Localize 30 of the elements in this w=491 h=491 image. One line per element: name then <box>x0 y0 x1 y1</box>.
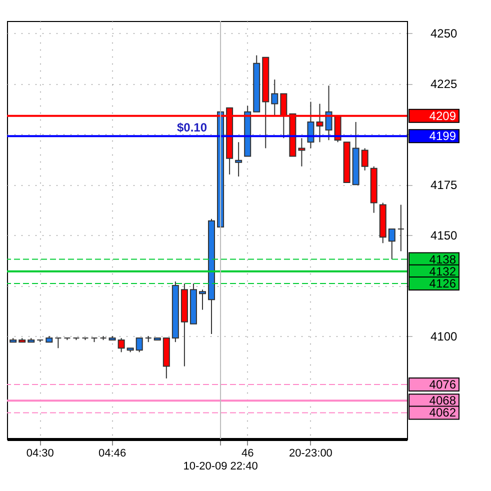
x-tick-label: 10-20-09 22:40 <box>183 460 258 472</box>
y-tick-label: 4175 <box>430 178 458 192</box>
candlestick <box>361 148 368 171</box>
candlestick <box>397 204 404 252</box>
ref-line-label: 4138 <box>429 252 456 266</box>
ref-line-label: 4126 <box>429 276 456 291</box>
candlestick <box>298 138 306 167</box>
candlestick <box>271 79 278 116</box>
candlestick <box>54 338 62 349</box>
candlestick <box>307 101 314 149</box>
candlestick <box>235 142 242 177</box>
candlestick <box>388 228 396 260</box>
y-tick-label: 4250 <box>430 26 458 41</box>
x-tick-label: 04:46 <box>98 448 126 460</box>
annotation: $0.10 <box>176 120 208 135</box>
candlestick <box>118 338 125 353</box>
x-tick-label: 04:30 <box>26 448 54 460</box>
candlestick <box>198 289 206 310</box>
x-tick-label: 46 <box>241 448 254 460</box>
ref-line-label: 4062 <box>429 406 456 420</box>
ref-line-label: 4199 <box>429 129 456 144</box>
y-tick-label: 4100 <box>430 330 458 344</box>
ref-line-label: 4068 <box>429 394 456 408</box>
x-tick-label: 20-23:00 <box>289 448 332 460</box>
y-tick-label: 4150 <box>430 228 458 243</box>
ref-line-label: 4132 <box>429 264 456 278</box>
y-tick-label: 4225 <box>430 77 458 92</box>
ref-line-label: 4209 <box>429 108 456 123</box>
ref-line-label: 4076 <box>429 377 456 392</box>
candlestick <box>136 338 143 353</box>
